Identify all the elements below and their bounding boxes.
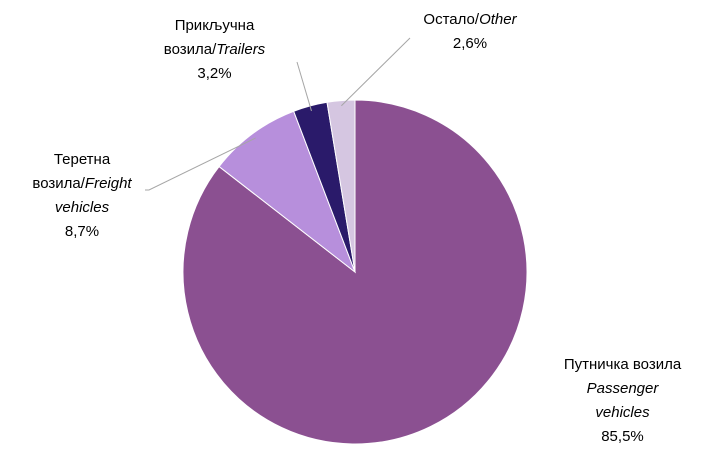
leader-line	[145, 137, 256, 191]
slice-label: Прикључна возила/Trailers 3,2%	[157, 14, 272, 86]
value-label: 3,2%	[197, 65, 232, 82]
value-label: 8,7%	[64, 223, 100, 240]
label-sr: Путничка возила	[563, 356, 682, 373]
label-en: Passenger vehicles	[586, 380, 659, 421]
slice-label: Теретна возила/Freight vehicles 8,7%	[28, 148, 136, 244]
value-label: 85,5%	[601, 428, 644, 445]
label-sr: Остало/	[423, 11, 480, 28]
value-label: 2,6%	[452, 35, 488, 52]
leader-line	[296, 61, 312, 112]
slice-label: Остало/Other 2,6%	[405, 8, 535, 56]
pie-slice	[218, 110, 357, 274]
pie-slice	[326, 99, 356, 273]
label-sr: Теретна возила/	[32, 151, 111, 192]
label-en: Freight vehicles	[54, 175, 132, 216]
label-en: Other	[479, 11, 517, 28]
label-sr: Прикључна возила/	[163, 17, 255, 58]
leader-line	[341, 37, 411, 107]
slice-label: Путничка возила Passenger vehicles 85,5%	[560, 353, 685, 449]
label-en: Trailers	[216, 41, 266, 58]
